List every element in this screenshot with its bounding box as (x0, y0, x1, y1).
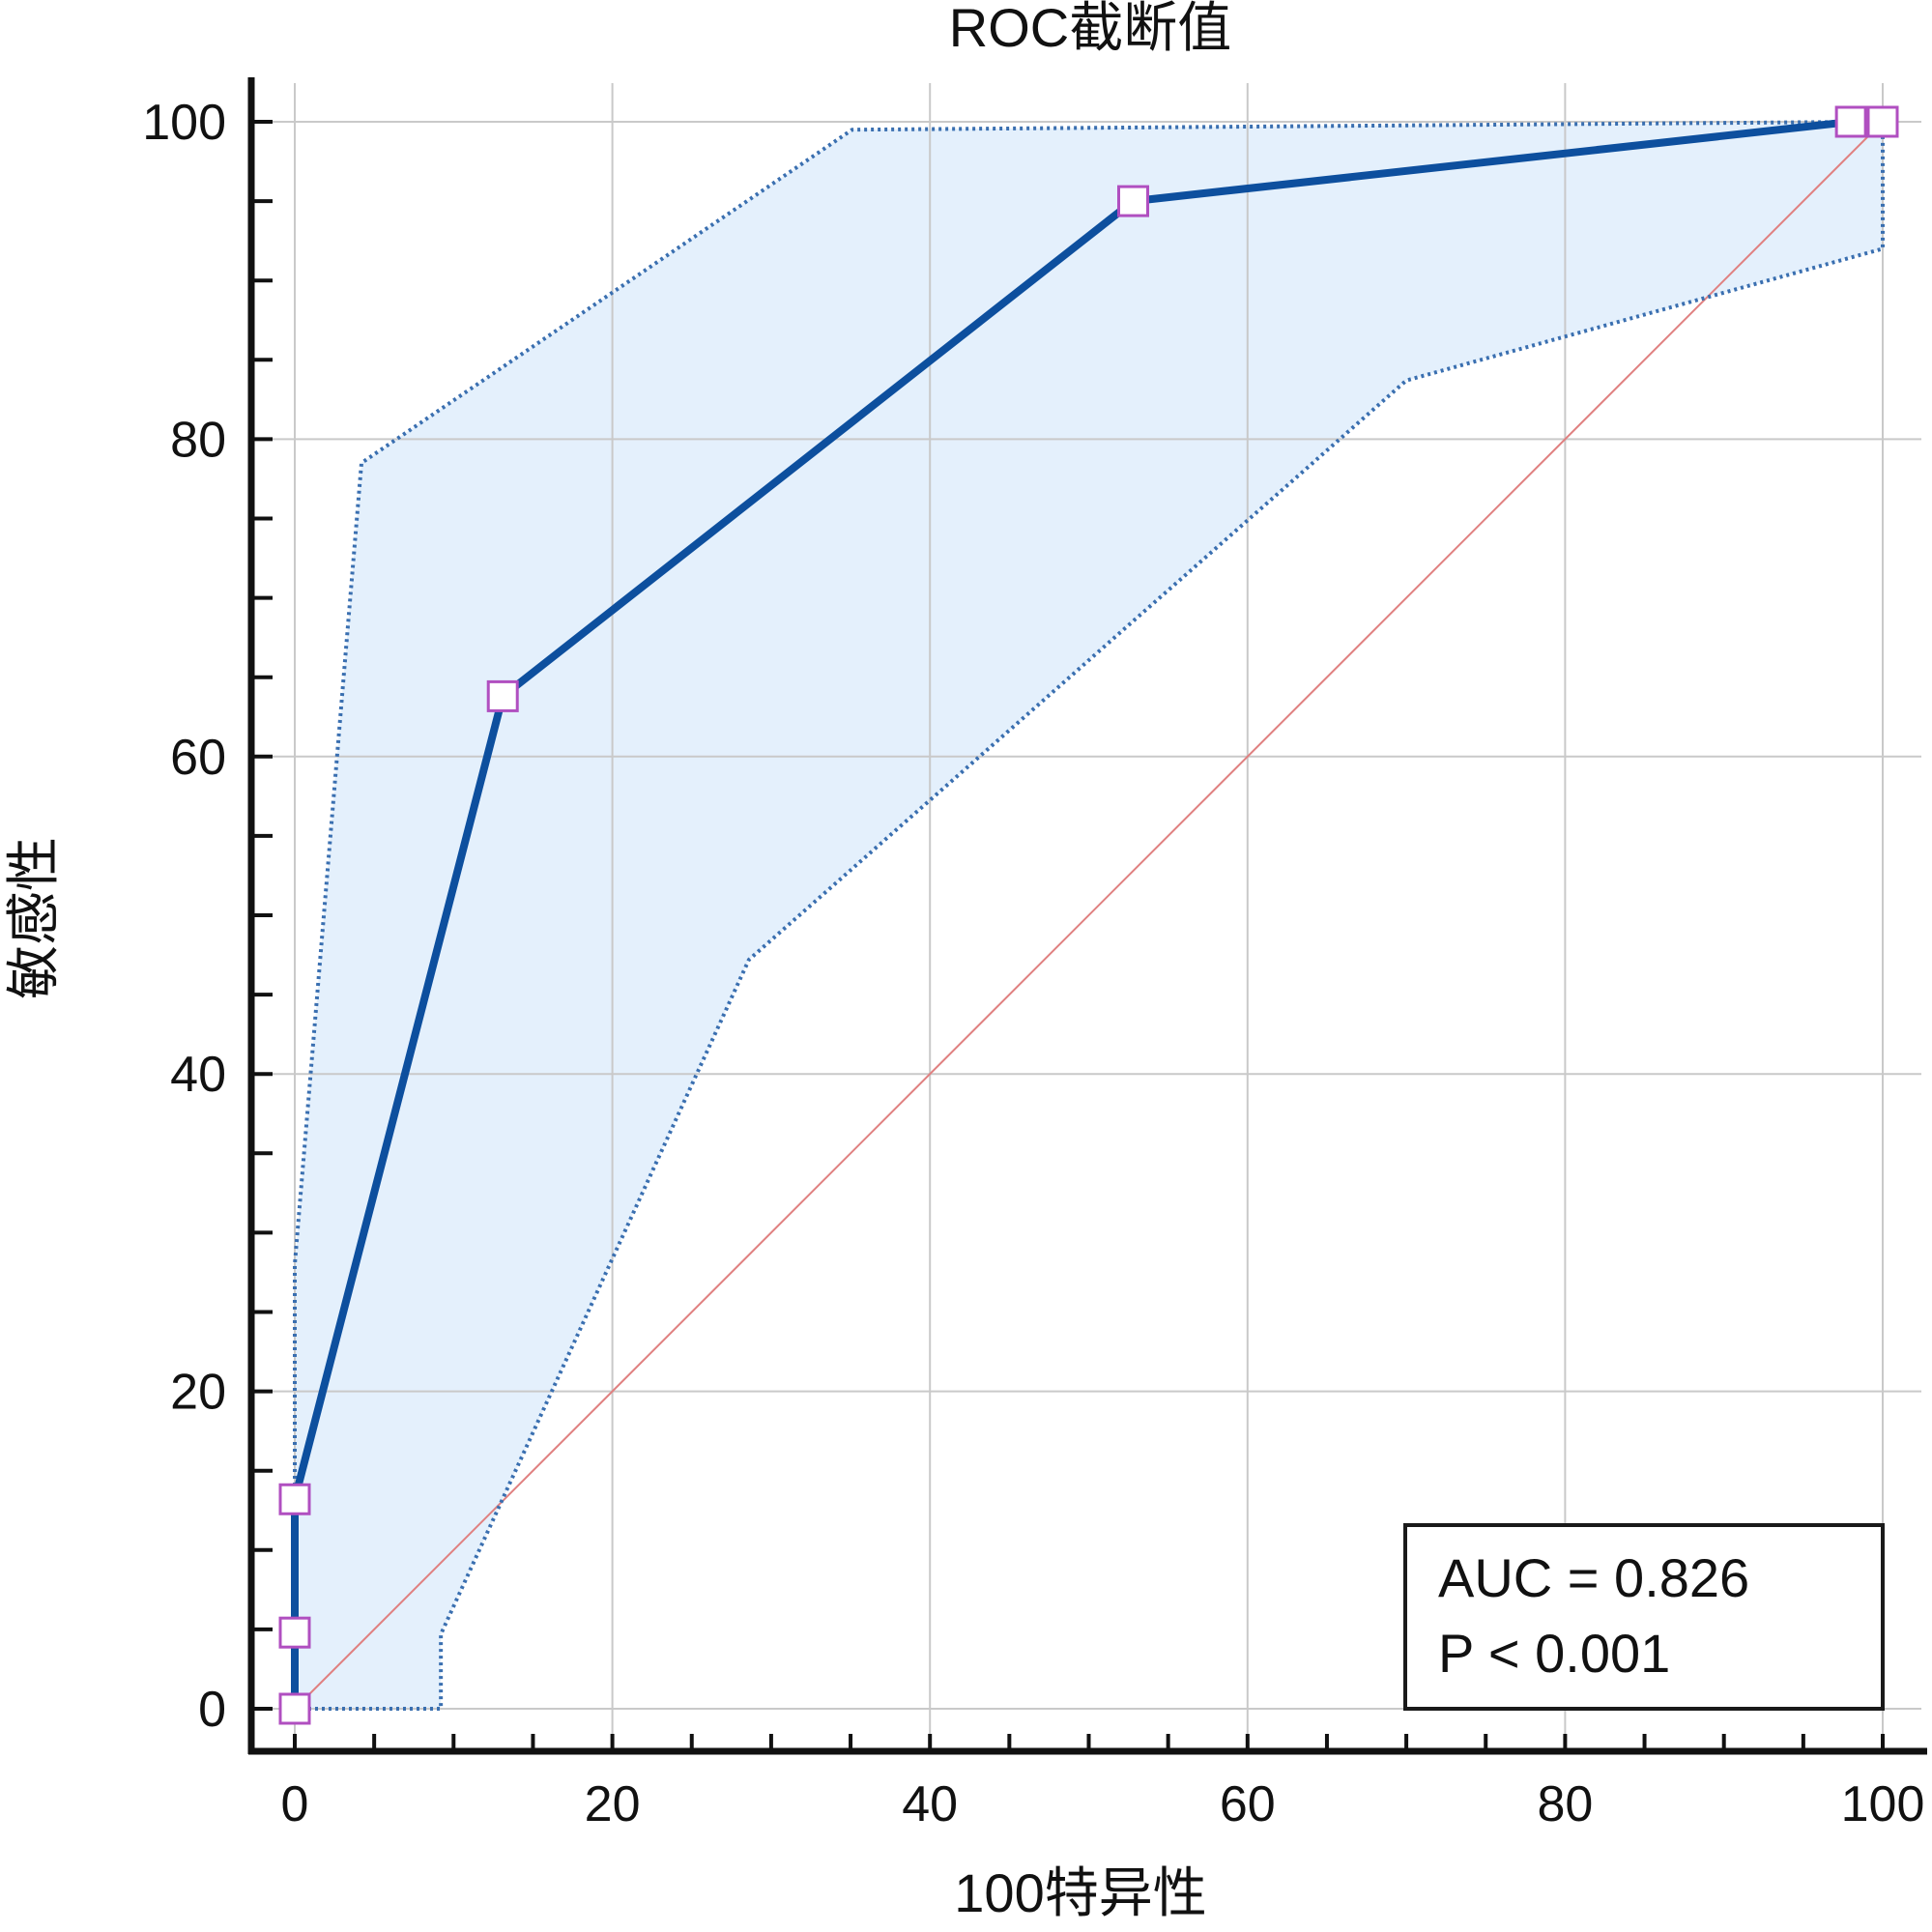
stats-box-frame (1403, 1523, 1885, 1711)
x-axis-title: 100特异性 (954, 1862, 1206, 1923)
y-tick-label: 40 (170, 1047, 226, 1103)
reference-diagonal-line (294, 121, 1884, 1710)
roc-point-marker (278, 1483, 311, 1515)
y-tick-label: 20 (170, 1365, 226, 1421)
p-value-label: P < 0.001 (1438, 1623, 1670, 1684)
x-tick-label: 100 (1841, 1776, 1925, 1832)
x-tick-label: 20 (585, 1776, 641, 1832)
x-tick-label: 60 (1220, 1776, 1276, 1832)
roc-point-marker (1117, 185, 1150, 217)
x-tick-label: 40 (902, 1776, 958, 1832)
y-tick-label: 0 (198, 1682, 226, 1738)
chart-title: ROC截断值 (949, 0, 1231, 58)
auc-label: AUC = 0.826 (1438, 1547, 1749, 1608)
x-tick-label: 0 (281, 1776, 309, 1832)
roc-point-marker (1866, 105, 1899, 138)
y-axis-title: 敏感性 (3, 837, 64, 999)
roc-point-marker (1834, 105, 1867, 138)
roc-point-marker (486, 679, 519, 712)
ci-band-fill (295, 122, 1883, 1709)
roc-point-marker (278, 1692, 311, 1725)
y-tick-label: 60 (170, 730, 226, 786)
ci-lower-line (295, 122, 1885, 1711)
y-tick-label: 80 (170, 412, 226, 468)
y-tick-label: 100 (142, 95, 226, 151)
stats-box: AUC = 0.826 P < 0.001 (1403, 1523, 1885, 1711)
ci-upper-line (293, 120, 1883, 1709)
x-tick-label: 80 (1537, 1776, 1593, 1832)
roc-point-marker (278, 1616, 311, 1649)
